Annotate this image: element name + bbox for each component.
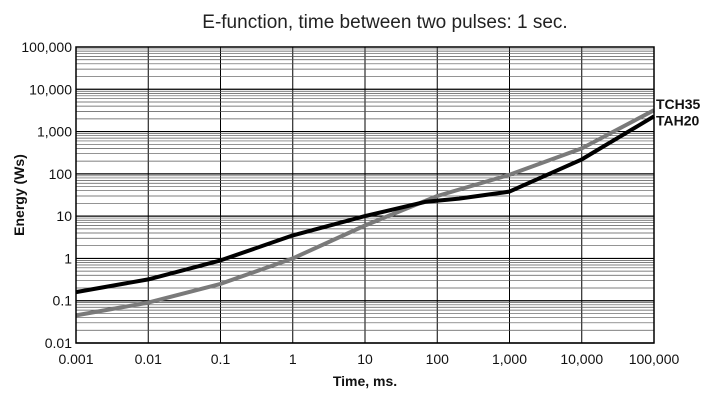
- y-tick-labels: 0.01 0.1 1 10 100 1,000 10,000 100,000: [21, 39, 72, 351]
- x-tick-label: 0.1: [211, 351, 231, 367]
- x-tick-label: 0.01: [135, 351, 162, 367]
- y-tick-label: 1,000: [37, 124, 72, 140]
- y-tick-label: 1: [64, 250, 72, 266]
- y-tick-label: 10: [56, 208, 72, 224]
- series-line-tah20: [75, 114, 656, 295]
- plot-frame: [75, 46, 655, 344]
- grid-layer: [75, 47, 655, 344]
- x-tick-label: 1,000: [492, 351, 527, 367]
- y-tick-label: 100,000: [21, 39, 72, 55]
- y-tick-label: 0.01: [45, 335, 72, 351]
- x-tick-label: 1: [289, 351, 297, 367]
- x-axis-title: Time, ms.: [333, 373, 397, 389]
- series-layer: [75, 108, 656, 318]
- y-tick-label: 10,000: [29, 81, 72, 97]
- x-tick-label: 0.001: [58, 351, 93, 367]
- series-label-tah20: TAH20: [656, 112, 700, 128]
- x-tick-labels: 0.001 0.01 0.1 1 10 100 1,000 10,000 100,000: [58, 351, 679, 367]
- x-tick-label: 10,000: [560, 351, 603, 367]
- chart-title: E-function, time between two pulses: 1 s…: [202, 12, 567, 33]
- y-tick-label: 100: [49, 166, 73, 182]
- x-tick-label: 100: [426, 351, 450, 367]
- series-label-tch35: TCH35: [656, 96, 701, 112]
- y-axis-title: Energy (Ws): [11, 154, 27, 236]
- y-tick-label: 0.1: [53, 293, 73, 309]
- series-line-tch35: [75, 108, 655, 318]
- x-tick-label: 100,000: [629, 351, 680, 367]
- x-tick-label: 10: [357, 351, 373, 367]
